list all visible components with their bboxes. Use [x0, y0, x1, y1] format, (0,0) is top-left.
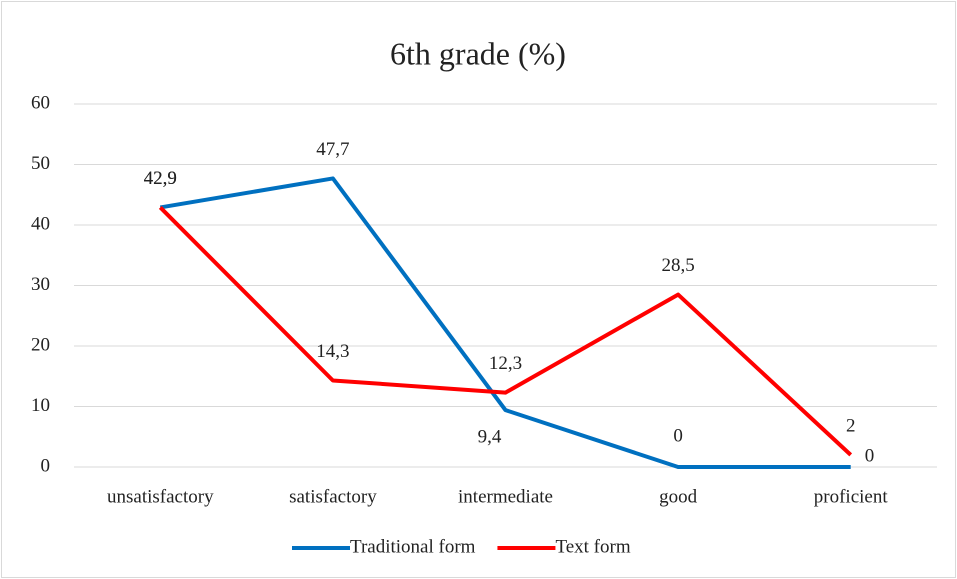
y-tick-label: 50 [31, 153, 50, 174]
y-tick-label: 40 [31, 213, 50, 234]
data-label: 2 [846, 415, 856, 436]
series-line [158, 206, 853, 457]
data-label: 0 [673, 425, 683, 446]
chart-title: 6th grade (%) [390, 35, 566, 71]
legend-label: Traditional form [350, 536, 476, 557]
x-tick-label: intermediate [458, 486, 553, 507]
y-tick-label: 60 [31, 92, 50, 113]
data-label: 14,3 [316, 341, 349, 362]
data-label: 12,3 [489, 353, 522, 374]
data-label: 9,4 [478, 426, 502, 447]
y-tick-label: 0 [41, 455, 51, 476]
x-tick-label: unsatisfactory [107, 486, 214, 507]
data-label: 42,9 [144, 168, 177, 189]
series-line [159, 176, 851, 469]
data-label: 47,7 [316, 139, 349, 160]
data-label: 0 [865, 445, 875, 466]
y-tick-label: 10 [31, 395, 50, 416]
data-label: 42,9 [144, 168, 177, 189]
data-label: 28,5 [661, 255, 694, 276]
y-tick-label: 20 [31, 334, 50, 355]
legend-label: Text form [555, 536, 630, 557]
y-tick-label: 30 [31, 274, 50, 295]
x-tick-label: good [659, 486, 698, 507]
x-tick-label: satisfactory [289, 486, 377, 507]
x-tick-label: proficient [814, 486, 889, 507]
